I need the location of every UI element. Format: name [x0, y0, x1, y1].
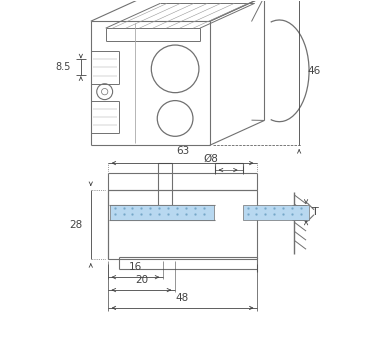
Text: 16: 16	[129, 262, 142, 272]
Text: 63: 63	[176, 146, 189, 156]
Bar	[110, 205, 214, 220]
Text: 48: 48	[176, 293, 189, 303]
Text: 20: 20	[135, 275, 148, 285]
Text: 46: 46	[307, 66, 320, 76]
Text: 8.5: 8.5	[55, 62, 71, 72]
Bar	[242, 205, 309, 220]
Text: 28: 28	[70, 220, 83, 230]
Text: Ø8: Ø8	[203, 154, 218, 164]
Text: T: T	[312, 207, 319, 217]
